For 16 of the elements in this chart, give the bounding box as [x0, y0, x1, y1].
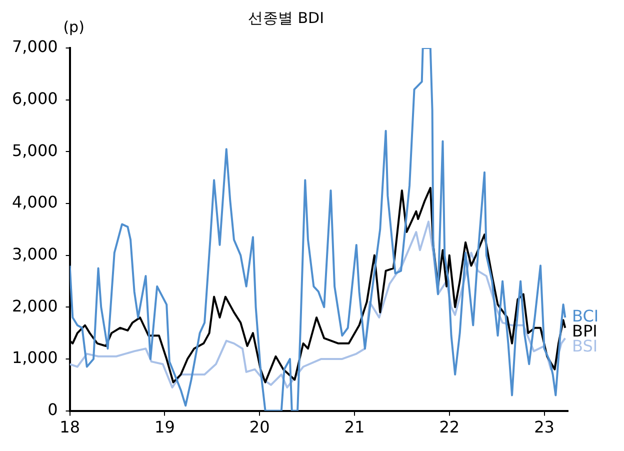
- x-tick-label: 23: [534, 418, 554, 437]
- y-tick-label: 5,000: [12, 140, 58, 160]
- x-tick-label: 22: [439, 418, 460, 437]
- y-tick-label: 3,000: [12, 244, 58, 264]
- x-tick-label: 20: [249, 418, 270, 437]
- y-tick-label: 4,000: [12, 192, 58, 212]
- y-tick-label: 7,000: [12, 37, 58, 56]
- y-tick-label: 2,000: [12, 296, 58, 316]
- y-tick-label: 1,000: [12, 348, 58, 368]
- x-tick-label: 21: [344, 418, 365, 437]
- y-tick-label: 0: [48, 400, 58, 419]
- x-tick-label: 18: [60, 418, 80, 437]
- y-tick-label: 6,000: [12, 88, 58, 108]
- chart-title: 선종별 BDI: [248, 8, 324, 27]
- x-tick-label: 19: [154, 418, 175, 437]
- y-axis-title: (p): [63, 18, 84, 36]
